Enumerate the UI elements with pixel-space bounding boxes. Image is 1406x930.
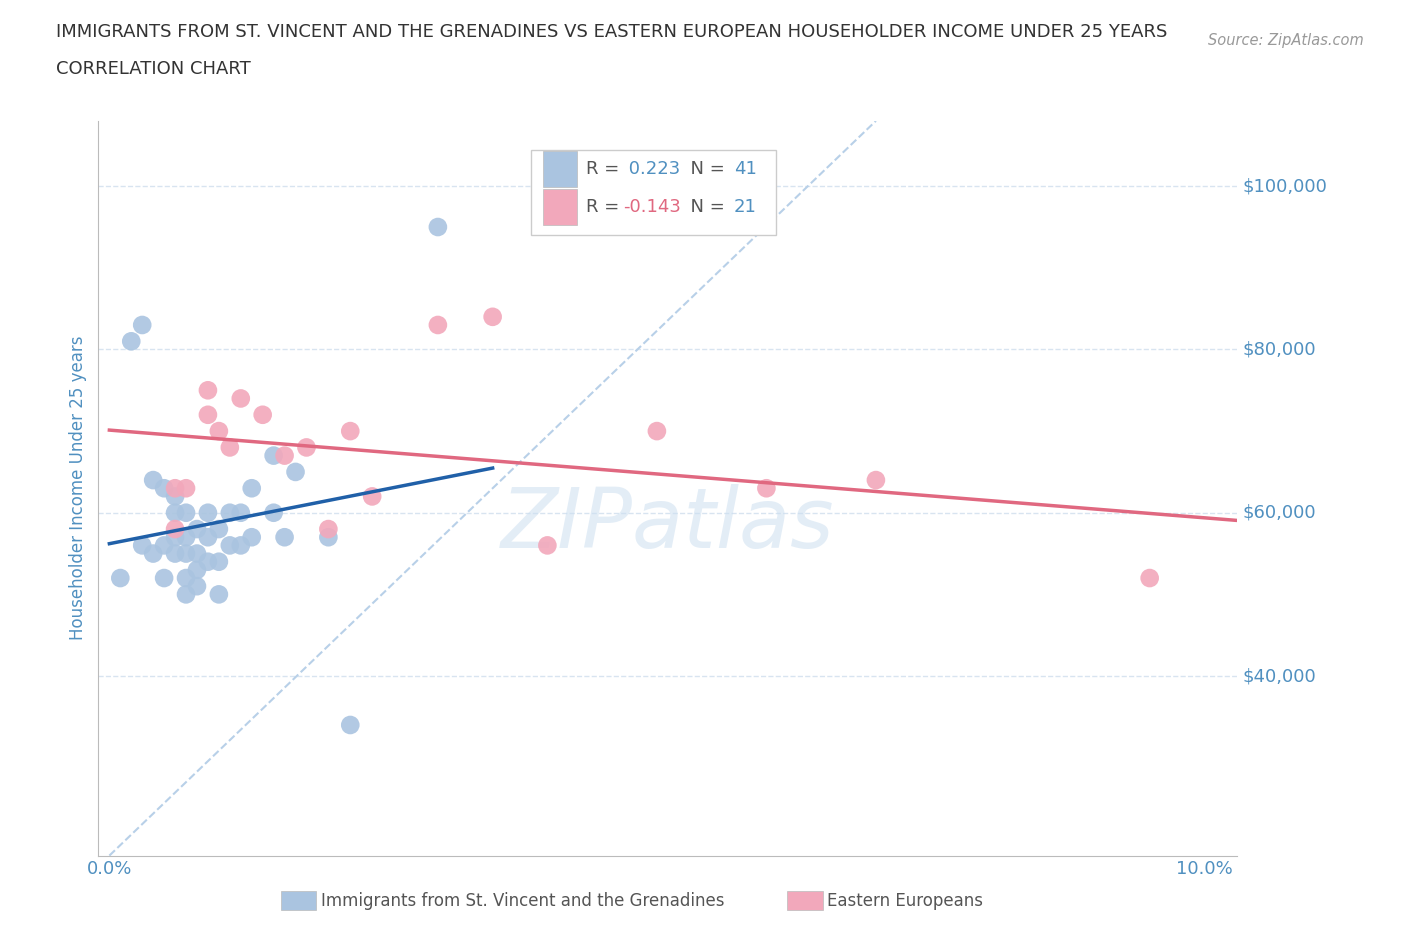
Text: $80,000: $80,000 (1243, 340, 1316, 358)
Point (120, 334, 142, 349)
Point (174, 571, 197, 586)
Point (174, 587, 197, 602)
Text: ZIPatlas: ZIPatlas (501, 485, 835, 565)
Point (110, 571, 132, 586)
Text: $100,000: $100,000 (1243, 178, 1327, 195)
Point (153, 571, 176, 586)
Point (142, 546, 165, 561)
Text: $60,000: $60,000 (1243, 504, 1316, 522)
Point (339, 424, 361, 439)
Point (153, 481, 176, 496)
Point (426, 219, 449, 234)
Point (174, 546, 197, 561)
Point (263, 505, 285, 520)
Point (197, 530, 219, 545)
Point (218, 505, 240, 520)
Point (186, 563, 208, 578)
Text: CORRELATION CHART: CORRELATION CHART (56, 60, 252, 78)
Point (318, 530, 340, 545)
Point (295, 440, 318, 455)
Point (142, 472, 165, 487)
Point (174, 481, 197, 496)
Point (208, 587, 231, 602)
Point (186, 522, 208, 537)
Point (240, 481, 263, 496)
Point (218, 538, 240, 552)
Point (361, 489, 384, 504)
Text: Immigrants from St. Vincent and the Grenadines: Immigrants from St. Vincent and the Gren… (321, 892, 724, 910)
Y-axis label: Householder Income Under 25 years: Householder Income Under 25 years (69, 336, 87, 641)
Text: IMMIGRANTS FROM ST. VINCENT AND THE GRENADINES VS EASTERN EUROPEAN HOUSEHOLDER I: IMMIGRANTS FROM ST. VINCENT AND THE GREN… (56, 23, 1167, 41)
Point (240, 530, 263, 545)
Point (165, 481, 187, 496)
Point (174, 505, 197, 520)
Text: 21: 21 (734, 198, 756, 216)
Point (186, 578, 208, 593)
Point (426, 317, 449, 332)
Text: N =: N = (679, 160, 731, 178)
Point (208, 554, 231, 569)
Point (481, 310, 503, 325)
Point (197, 505, 219, 520)
Point (536, 538, 558, 552)
Point (165, 546, 187, 561)
FancyBboxPatch shape (543, 152, 576, 187)
Text: R =: R = (586, 198, 624, 216)
Text: 0.223: 0.223 (623, 160, 681, 178)
Text: -0.143: -0.143 (623, 198, 682, 216)
Point (165, 522, 187, 537)
Point (131, 317, 153, 332)
Point (165, 505, 187, 520)
Point (218, 440, 240, 455)
Point (208, 522, 231, 537)
Point (153, 538, 176, 552)
Point (263, 448, 285, 463)
Point (165, 530, 187, 545)
Point (273, 448, 295, 463)
Point (865, 472, 887, 487)
Point (165, 489, 187, 504)
FancyBboxPatch shape (543, 190, 576, 225)
Point (208, 424, 231, 439)
Point (284, 464, 307, 479)
Point (131, 538, 153, 552)
Point (186, 546, 208, 561)
Point (229, 391, 252, 405)
Point (229, 505, 252, 520)
Text: $40,000: $40,000 (1243, 667, 1317, 685)
Text: R =: R = (586, 160, 624, 178)
Point (339, 718, 361, 733)
Point (229, 538, 252, 552)
Point (273, 530, 295, 545)
FancyBboxPatch shape (531, 151, 776, 234)
Point (197, 407, 219, 422)
Text: Eastern Europeans: Eastern Europeans (827, 892, 983, 910)
Point (252, 407, 274, 422)
Point (1139, 571, 1161, 586)
Point (197, 383, 219, 398)
Text: N =: N = (679, 198, 731, 216)
Point (197, 554, 219, 569)
Text: Source: ZipAtlas.com: Source: ZipAtlas.com (1208, 33, 1364, 47)
Point (755, 481, 778, 496)
Point (318, 522, 340, 537)
Point (174, 530, 197, 545)
Text: 41: 41 (734, 160, 756, 178)
Point (645, 424, 668, 439)
